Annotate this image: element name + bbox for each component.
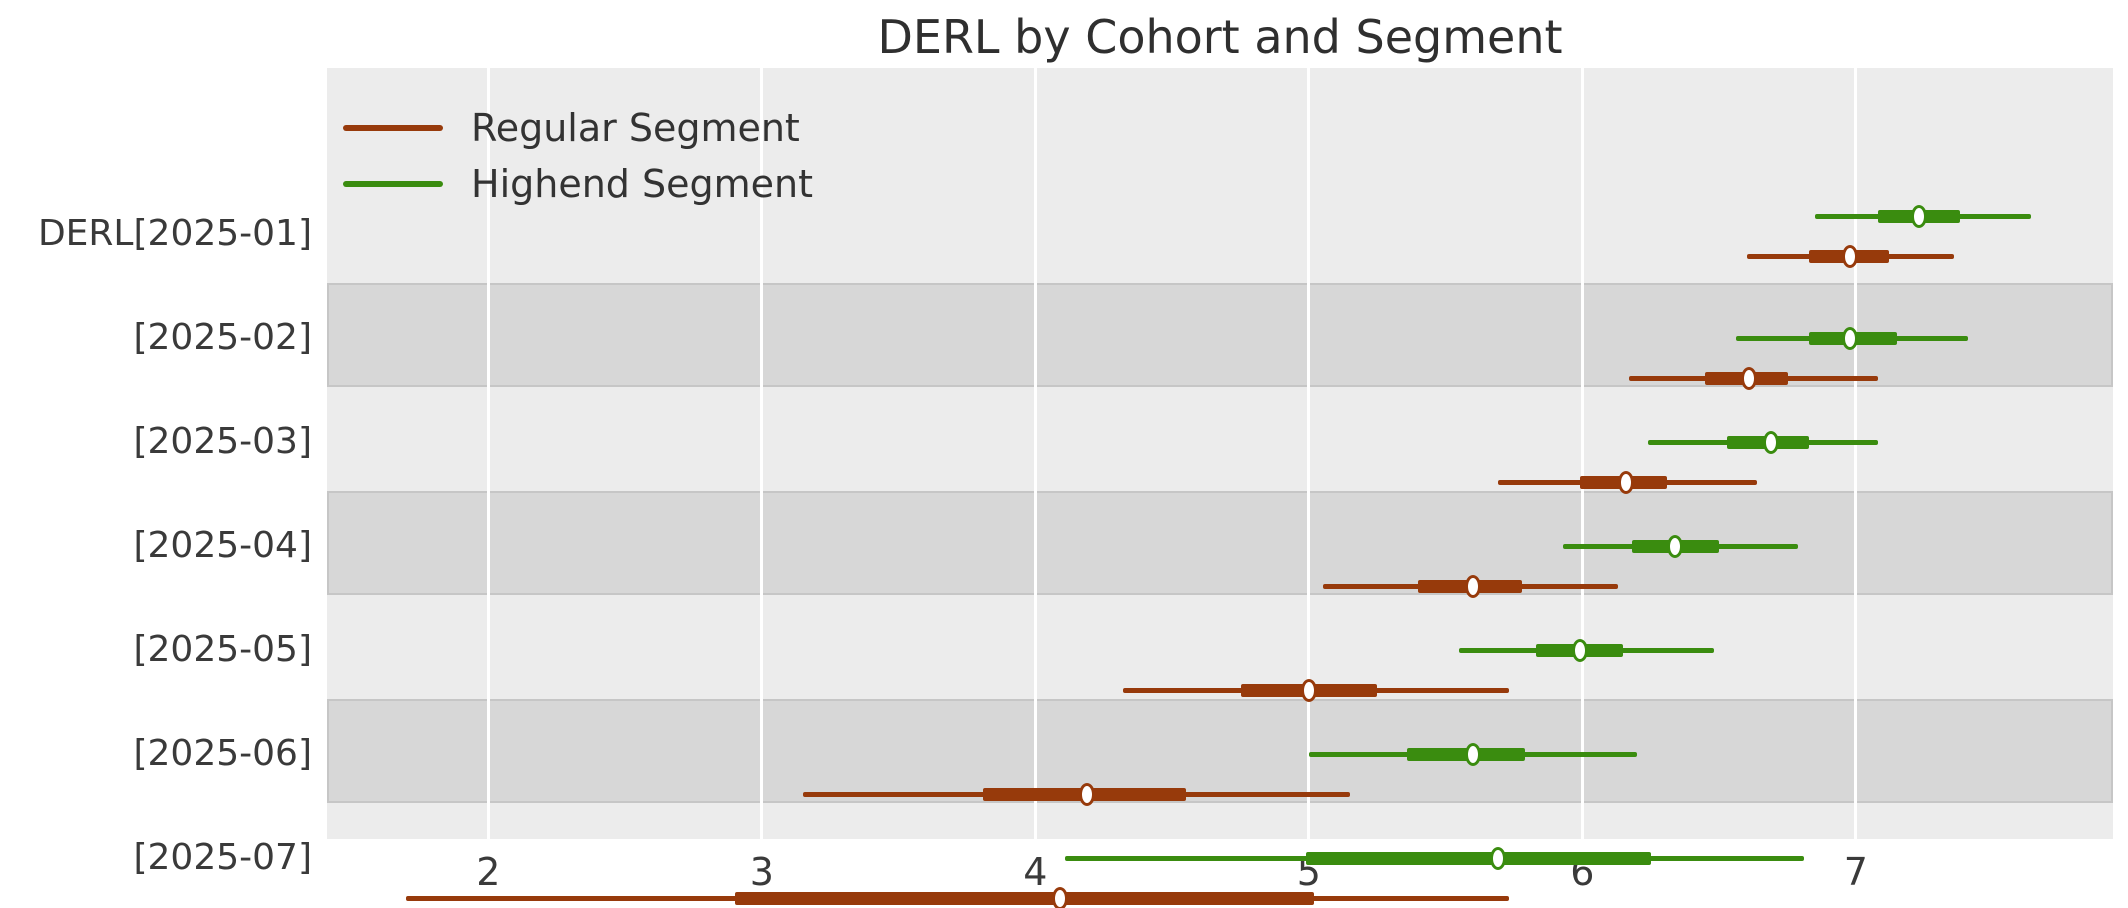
- legend-swatch-highend-line: [343, 181, 443, 187]
- highend-quartile-bar: [1306, 851, 1651, 865]
- highend-median-dot: [1489, 846, 1506, 870]
- shaded-row-band: [327, 491, 2113, 595]
- shaded-row-band: [327, 699, 2113, 803]
- x-tick-label: 3: [749, 850, 774, 894]
- highend-median-dot: [1842, 326, 1859, 350]
- highend-median-dot: [1763, 430, 1780, 454]
- gridline: [1033, 68, 1037, 839]
- y-tick-label: [2025-04]: [133, 525, 312, 566]
- y-tick-label: [2025-06]: [133, 733, 312, 774]
- gridline: [1307, 68, 1311, 839]
- regular-quartile-bar: [734, 891, 1315, 905]
- regular-median-dot: [1300, 678, 1317, 702]
- regular-median-dot: [1051, 886, 1068, 908]
- x-tick-label: 2: [476, 850, 501, 894]
- highend-median-dot: [1667, 534, 1684, 558]
- y-tick-label: DERL[2025-01]: [37, 213, 312, 254]
- legend-label-highend: Highend Segment: [471, 162, 813, 206]
- plot-area: Regular Segment Highend Segment: [327, 68, 2113, 908]
- gridline: [486, 68, 490, 839]
- legend-label-regular: Regular Segment: [471, 106, 800, 150]
- highend-median-dot: [1464, 742, 1481, 766]
- gridline: [760, 68, 764, 839]
- regular-median-dot: [1842, 244, 1859, 268]
- legend-swatch-regular-line: [343, 125, 443, 131]
- regular-median-dot: [1079, 782, 1096, 806]
- highend-median-dot: [1571, 638, 1588, 662]
- regular-median-dot: [1741, 366, 1758, 390]
- x-tick-label: 4: [1023, 850, 1048, 894]
- highend-median-dot: [1910, 204, 1927, 228]
- legend-item-regular: Regular Segment: [343, 100, 813, 156]
- regular-median-dot: [1618, 470, 1635, 494]
- legend-item-highend: Highend Segment: [343, 156, 813, 212]
- gridline: [1580, 68, 1584, 839]
- y-tick-label: [2025-03]: [133, 421, 312, 462]
- legend: Regular Segment Highend Segment: [343, 100, 813, 212]
- gridline: [1854, 68, 1858, 839]
- chart-title: DERL by Cohort and Segment: [877, 10, 1563, 64]
- y-tick-label: [2025-05]: [133, 629, 312, 670]
- regular-median-dot: [1464, 574, 1481, 598]
- y-tick-label: [2025-07]: [133, 837, 312, 878]
- x-tick-label: 7: [1843, 850, 1868, 894]
- y-tick-label: [2025-02]: [133, 317, 312, 358]
